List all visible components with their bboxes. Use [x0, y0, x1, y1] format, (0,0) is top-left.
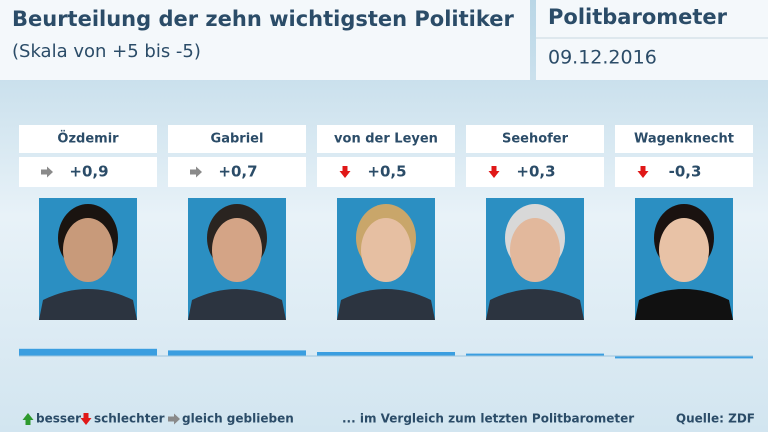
- photo-body: [337, 289, 435, 320]
- trend-arrow: [488, 166, 500, 178]
- value-label: +0,5: [367, 163, 406, 181]
- photo-body: [635, 289, 733, 320]
- photo-face: [212, 218, 262, 282]
- name-box: [168, 125, 306, 153]
- bar: [317, 352, 455, 356]
- footnote: ... im Vergleich zum letzten Politbarome…: [342, 412, 634, 426]
- politician-name: von der Leyen: [334, 132, 438, 147]
- name-box: [615, 125, 753, 153]
- trend-arrow: [637, 166, 649, 178]
- politician-name: Wagenknecht: [634, 132, 734, 147]
- value-box: [615, 157, 753, 187]
- trend-arrow: [80, 413, 92, 425]
- bar: [19, 348, 157, 356]
- photo-body: [486, 289, 584, 320]
- politician-name: Özdemir: [57, 131, 119, 147]
- bar: [168, 350, 306, 356]
- photo-face: [510, 218, 560, 282]
- brand-panel: [536, 0, 768, 80]
- trend-arrow: [22, 413, 34, 425]
- politician-name: Gabriel: [211, 132, 264, 147]
- date: 09.12.2016: [548, 47, 657, 69]
- legend-label: gleich geblieben: [182, 412, 294, 426]
- politician-name: Seehofer: [502, 132, 569, 147]
- photo-body: [39, 289, 137, 320]
- value-label: +0,7: [218, 163, 257, 181]
- value-label: +0,9: [69, 163, 108, 181]
- brand: Politbarometer: [548, 5, 728, 29]
- name-box: [19, 125, 157, 153]
- trend-arrow: [190, 166, 202, 178]
- photo-face: [361, 218, 411, 282]
- trend-arrow: [41, 166, 53, 178]
- name-box: [317, 125, 455, 153]
- value-label: +0,3: [516, 163, 555, 181]
- value-box: [317, 157, 455, 187]
- photo-face: [659, 218, 709, 282]
- photo-body: [188, 289, 286, 320]
- chart-title: Beurteilung der zehn wichtigsten Politik…: [12, 7, 515, 31]
- legend-label: schlechter: [94, 412, 165, 426]
- trend-arrow: [168, 413, 180, 425]
- title-panel: [0, 0, 530, 80]
- value-box: [466, 157, 604, 187]
- bar: [615, 356, 753, 359]
- value-label: -0,3: [669, 163, 702, 181]
- bar: [466, 353, 604, 356]
- name-box: [466, 125, 604, 153]
- source: Quelle: ZDF: [676, 412, 755, 426]
- legend-label: besser: [36, 412, 81, 426]
- chart-subtitle: (Skala von +5 bis -5): [12, 41, 201, 62]
- photo-face: [63, 218, 113, 282]
- trend-arrow: [339, 166, 351, 178]
